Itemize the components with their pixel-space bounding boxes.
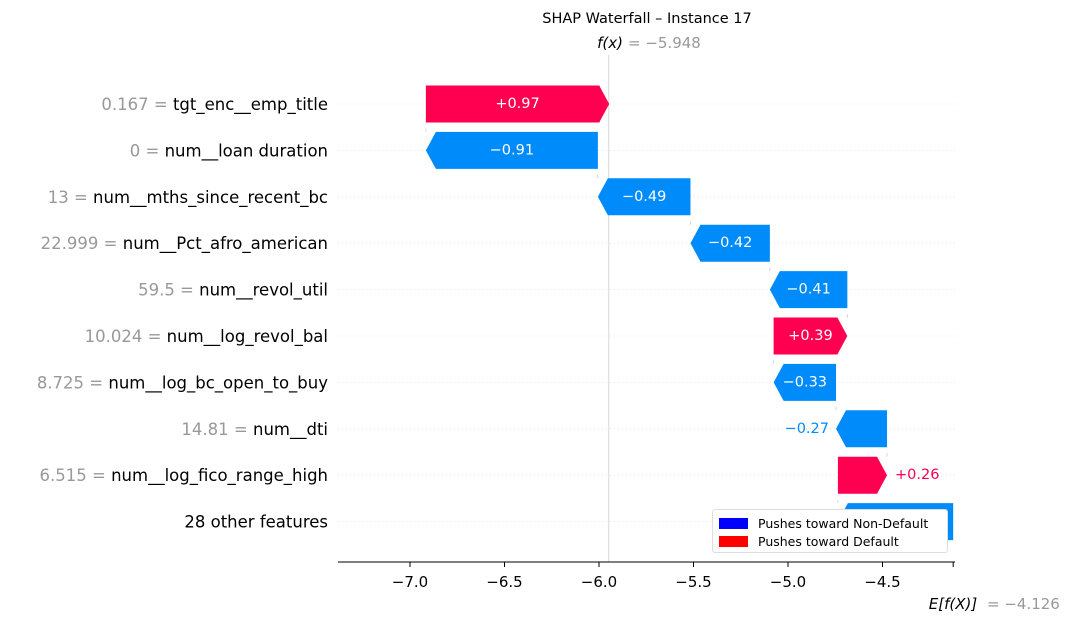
feature-label: 10.024 = num__log_revol_bal (85, 327, 328, 347)
shap-bar (773, 317, 848, 355)
shap-value-label: −0.33 (783, 374, 827, 390)
feature-name: num__log_bc_open_to_buy (108, 373, 328, 393)
feature-name: num__dti (253, 419, 328, 439)
shap-bar (425, 85, 610, 123)
legend: Pushes toward Non-Default Pushes toward … (712, 509, 948, 553)
feature-value: 6.515 = (40, 466, 112, 485)
x-tick-label: −6.0 (581, 573, 617, 591)
legend-label-default: Pushes toward Default (758, 533, 899, 549)
x-tick-label: −6.5 (486, 573, 522, 591)
fx-value: = −5.948 (628, 34, 701, 52)
shap-value-label: −0.42 (708, 235, 752, 251)
feature-value: 14.81 = (181, 419, 253, 438)
feature-name: tgt_enc__emp_title (173, 95, 328, 115)
shap-bar (769, 271, 848, 309)
shap-value-label: −0.41 (786, 282, 830, 298)
feature-label: 6.515 = num__log_fico_range_high (40, 466, 328, 486)
legend-swatch-default (719, 535, 748, 547)
chart-title: SHAP Waterfall – Instance 17 (542, 11, 752, 27)
x-tick-label: −5.0 (770, 573, 806, 591)
shap-value-label: +0.97 (495, 96, 539, 112)
shap-bar (837, 456, 888, 494)
feature-name: num__loan duration (165, 141, 328, 161)
feature-value: 59.5 = (138, 280, 199, 299)
feature-value: 10.024 = (85, 327, 167, 346)
feature-label: 14.81 = num__dti (181, 419, 328, 439)
x-tick-label: −4.5 (864, 573, 900, 591)
shap-value-label: −0.49 (622, 189, 666, 205)
feature-name: num__log_revol_bal (167, 327, 328, 347)
shap-value-label: −0.27 (785, 421, 829, 437)
feature-labels: 28 other features 6.515 = num__log_fico_r… (37, 95, 328, 532)
base-label: E[f(X)] (929, 595, 978, 613)
value-guides (425, 55, 888, 562)
feature-label: 59.5 = num__revol_util (138, 280, 328, 300)
shap-value-label: +0.26 (895, 467, 939, 483)
x-tick-label: −7.0 (392, 573, 428, 591)
feature-label: 8.725 = num__log_bc_open_to_buy (37, 373, 328, 393)
feature-label: 0.167 = tgt_enc__emp_title (101, 95, 328, 115)
x-tick-label: −5.5 (675, 573, 711, 591)
feature-value: 8.725 = (37, 373, 109, 392)
shap-bar (836, 410, 888, 448)
base-value: = −4.126 (987, 595, 1060, 613)
contribution-bars: −0.61+0.26−0.27−0.33+0.39−0.41−0.42−0.49… (425, 85, 954, 541)
feature-label: 22.999 = num__Pct_afro_american (41, 234, 328, 254)
fx-annotation: f(x) = −5.948 (597, 34, 701, 52)
fx-label: f(x) (597, 34, 623, 52)
legend-item-default: Pushes toward Default (719, 532, 941, 550)
feature-name: num__revol_util (199, 280, 328, 300)
base-annotation: E[f(X)] = −4.126 (929, 595, 1060, 613)
feature-label: 0 = num__loan duration (130, 141, 328, 161)
shap-bar (425, 131, 598, 169)
shap-bar (773, 363, 837, 401)
shap-bar (690, 224, 770, 262)
legend-swatch-non-default (719, 517, 748, 529)
shap-value-label: +0.39 (788, 328, 832, 344)
feature-value: 22.999 = (41, 234, 123, 253)
feature-name: num__Pct_afro_american (123, 234, 328, 254)
feature-value: 13 = (48, 187, 93, 206)
legend-label-non-default: Pushes toward Non-Default (758, 515, 929, 531)
feature-name: num__mths_since_recent_bc (93, 187, 328, 207)
feature-label: 28 other features (184, 512, 328, 531)
shap-value-label: −0.91 (490, 142, 534, 158)
feature-name: num__log_fico_range_high (111, 466, 328, 486)
feature-value: 0.167 = (101, 95, 173, 114)
feature-name: 28 other features (184, 512, 328, 531)
feature-label: 13 = num__mths_since_recent_bc (48, 187, 328, 207)
feature-value: 0 = (130, 141, 165, 160)
legend-item-non-default: Pushes toward Non-Default (719, 514, 941, 532)
x-axis: −7.0 −6.5 −6.0 −5.5 −5.0 −4.5 (338, 561, 955, 591)
shap-bar (597, 178, 691, 216)
